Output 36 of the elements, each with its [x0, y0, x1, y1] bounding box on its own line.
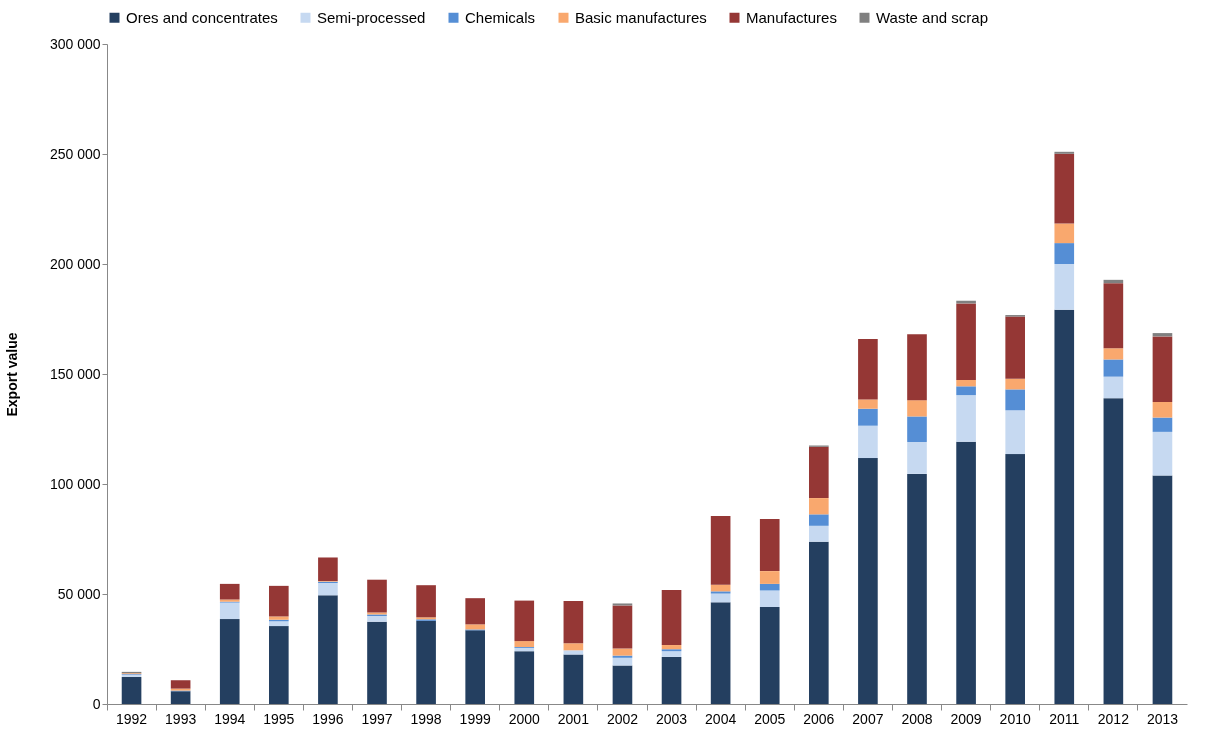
legend-label: Semi-processed [317, 8, 426, 26]
x-tick-label: 2008 [901, 710, 933, 727]
legend-label: Manufactures [746, 8, 837, 26]
y-tick-label: 200 000 [49, 255, 101, 272]
x-tick-label: 1998 [410, 710, 442, 727]
x-tick-label: 2011 [1049, 710, 1080, 727]
y-axis-title: Export value [3, 332, 20, 417]
x-tick-label: 2002 [606, 710, 639, 727]
x-tick-label: 1995 [263, 710, 295, 727]
legend-label: Waste and scrap [876, 8, 988, 26]
x-tick-label: 2001 [557, 710, 590, 727]
y-tick-label: 300 000 [49, 35, 101, 52]
x-tick-label: 2003 [655, 710, 688, 727]
y-tick-label: 250 000 [49, 145, 101, 162]
x-tick-label: 2010 [999, 710, 1031, 727]
x-tick-label: 2007 [852, 710, 884, 727]
x-tick-label: 2012 [1097, 710, 1130, 727]
x-tick-label: 2004 [705, 710, 737, 727]
x-tick-label: 2005 [754, 710, 786, 727]
x-tick-label: 1996 [312, 710, 344, 727]
x-tick-label: 1999 [459, 710, 491, 727]
y-tick-label: 150 000 [49, 365, 101, 382]
x-tick-label: 1994 [214, 710, 246, 727]
legend-label: Ores and concentrates [126, 8, 278, 26]
y-tick-label: 0 [92, 695, 101, 712]
x-tick-label: 2000 [508, 710, 541, 727]
x-tick-label: 2006 [803, 710, 835, 727]
x-tick-label: 2009 [950, 710, 982, 727]
y-tick-label: 100 000 [49, 475, 101, 492]
legend-label: Basic manufactures [575, 8, 707, 26]
y-tick-label: 50 000 [57, 585, 101, 602]
x-tick-label: 2013 [1146, 710, 1179, 727]
x-tick-label: 1993 [165, 710, 197, 727]
x-tick-label: 1997 [361, 710, 393, 727]
legend-label: Chemicals [465, 8, 536, 26]
x-tick-label: 1992 [115, 710, 148, 727]
